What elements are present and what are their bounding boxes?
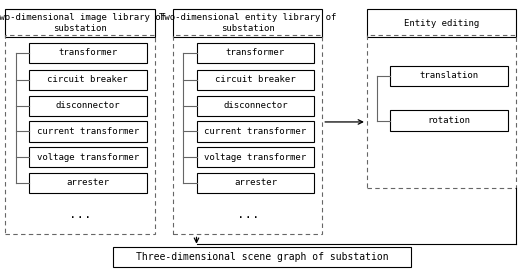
Text: ...: ... [237, 208, 259, 221]
Bar [173, 35, 322, 234]
Bar [173, 9, 322, 37]
Text: Two-dimensional entity library of
substation: Two-dimensional entity library of substa… [159, 13, 336, 33]
Text: voltage transformer: voltage transformer [37, 153, 139, 162]
Bar [367, 35, 516, 188]
Text: Entity editing: Entity editing [404, 18, 479, 28]
Bar [196, 173, 314, 193]
Text: circuit breaker: circuit breaker [48, 75, 128, 85]
Bar [196, 96, 314, 116]
Text: Two-dimensional image library of
substation: Two-dimensional image library of substat… [0, 13, 166, 33]
Text: disconnector: disconnector [56, 101, 120, 110]
Bar [29, 70, 147, 90]
Bar [29, 43, 147, 63]
Bar [367, 9, 516, 37]
Text: arrester: arrester [66, 178, 110, 188]
Text: voltage transformer: voltage transformer [204, 153, 307, 162]
Bar [196, 70, 314, 90]
Text: current transformer: current transformer [37, 127, 139, 136]
Text: circuit breaker: circuit breaker [215, 75, 296, 85]
Bar [196, 43, 314, 63]
Text: transformer: transformer [226, 48, 285, 57]
Text: ...: ... [69, 208, 91, 221]
Bar [390, 66, 508, 86]
Text: Three-dimensional scene graph of substation: Three-dimensional scene graph of substat… [136, 252, 388, 262]
Bar [29, 147, 147, 167]
Bar [113, 247, 411, 267]
Text: arrester: arrester [234, 178, 277, 188]
Text: transformer: transformer [58, 48, 117, 57]
Bar [29, 96, 147, 116]
Text: current transformer: current transformer [204, 127, 307, 136]
Bar [29, 173, 147, 193]
Bar [5, 9, 155, 37]
Bar [29, 121, 147, 141]
Text: translation: translation [420, 71, 479, 80]
Text: disconnector: disconnector [223, 101, 288, 110]
Bar [196, 121, 314, 141]
Bar [5, 35, 155, 234]
Text: rotation: rotation [428, 116, 471, 125]
Bar [390, 111, 508, 131]
Bar [196, 147, 314, 167]
